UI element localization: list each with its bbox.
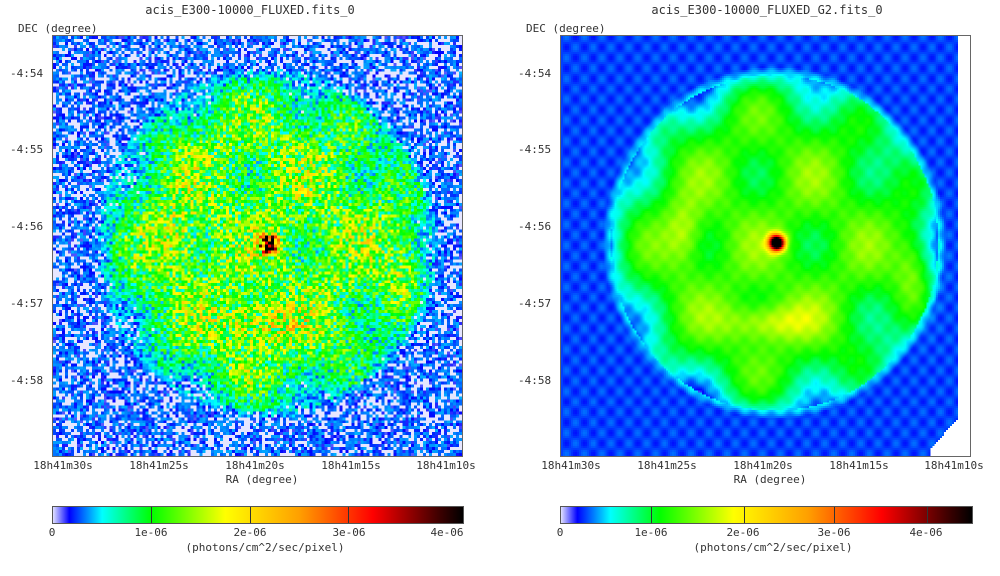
colorbar-tick: 2e-06 xyxy=(726,526,759,539)
colorbar-tick: 1e-06 xyxy=(134,526,167,539)
colorbar-tick: 1e-06 xyxy=(634,526,667,539)
colorbar-tick: 4e-06 xyxy=(430,526,463,539)
x-tick-label: 18h41m20s xyxy=(733,459,793,472)
x-tick-label: 18h41m25s xyxy=(129,459,189,472)
x-tick-label: 18h41m30s xyxy=(541,459,601,472)
plot-title: acis_E300-10000_FLUXED_G2.fits_0 xyxy=(651,3,882,17)
colorbar-label: (photons/cm^2/sec/pixel) xyxy=(694,541,853,554)
x-tick-label: 18h41m10s xyxy=(416,459,476,472)
x-tick-label: 18h41m20s xyxy=(225,459,285,472)
colorbar-tick: 3e-06 xyxy=(332,526,365,539)
y-tick-label: -4:54 xyxy=(10,67,43,80)
x-axis-label: RA (degree) xyxy=(226,473,299,486)
x-tick-label: 18h41m30s xyxy=(33,459,93,472)
y-tick-label: -4:56 xyxy=(10,220,43,233)
colorbar-tick: 4e-06 xyxy=(909,526,942,539)
colorbar-tick: 0 xyxy=(49,526,56,539)
y-tick-label: -4:57 xyxy=(10,297,43,310)
y-tick-label: -4:55 xyxy=(518,143,551,156)
x-tick-label: 18h41m10s xyxy=(924,459,984,472)
y-tick-label: -4:54 xyxy=(518,67,551,80)
y-tick-label: -4:56 xyxy=(518,220,551,233)
y-tick-label: -4:58 xyxy=(10,374,43,387)
x-axis-label: RA (degree) xyxy=(734,473,807,486)
x-tick-label: 18h41m25s xyxy=(637,459,697,472)
colorbar-label: (photons/cm^2/sec/pixel) xyxy=(186,541,345,554)
y-axis-label: DEC (degree) xyxy=(18,22,97,35)
colorbar xyxy=(52,506,464,524)
y-tick-label: -4:55 xyxy=(10,143,43,156)
image-frame xyxy=(52,35,463,457)
colorbar-tick: 2e-06 xyxy=(233,526,266,539)
colorbar-tick: 0 xyxy=(557,526,564,539)
y-axis-label: DEC (degree) xyxy=(526,22,605,35)
colorbar-tick: 3e-06 xyxy=(817,526,850,539)
x-tick-label: 18h41m15s xyxy=(829,459,889,472)
y-tick-label: -4:58 xyxy=(518,374,551,387)
flux-image xyxy=(53,36,462,456)
smoothed-flux-image xyxy=(561,36,970,456)
image-frame xyxy=(560,35,971,457)
y-tick-label: -4:57 xyxy=(518,297,551,310)
colorbar xyxy=(560,506,973,524)
x-tick-label: 18h41m15s xyxy=(321,459,381,472)
plot-title: acis_E300-10000_FLUXED.fits_0 xyxy=(145,3,355,17)
